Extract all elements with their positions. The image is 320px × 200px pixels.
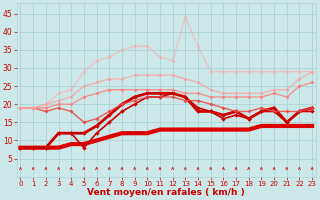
X-axis label: Vent moyen/en rafales ( km/h ): Vent moyen/en rafales ( km/h ) xyxy=(87,188,245,197)
